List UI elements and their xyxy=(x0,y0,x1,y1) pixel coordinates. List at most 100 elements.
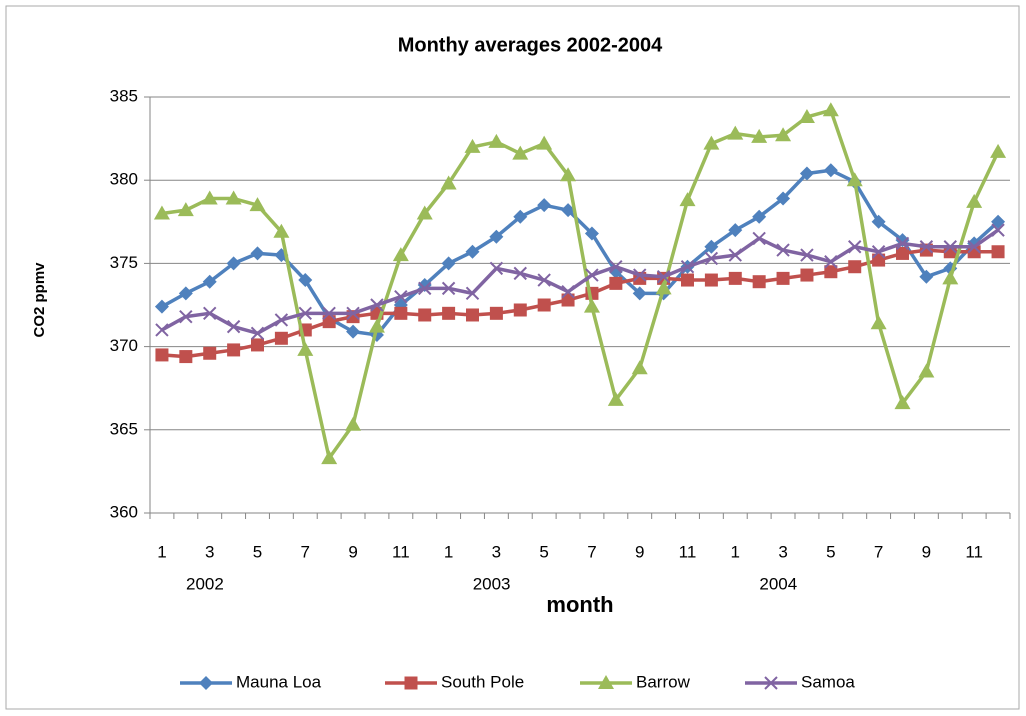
marker xyxy=(607,391,624,406)
x-tick-label: 9 xyxy=(348,542,357,561)
marker xyxy=(537,298,551,312)
y-axis-label: CO2 ppmv xyxy=(31,262,48,338)
marker xyxy=(919,240,934,254)
y-tick-label: 375 xyxy=(110,253,138,272)
marker xyxy=(848,240,862,254)
marker xyxy=(871,214,886,229)
marker xyxy=(227,343,241,357)
marker xyxy=(896,246,909,260)
marker xyxy=(346,324,361,339)
marker xyxy=(764,676,778,690)
marker xyxy=(249,197,266,212)
marker xyxy=(512,145,529,160)
x-tick-label: 9 xyxy=(635,542,644,561)
marker xyxy=(775,127,792,142)
marker xyxy=(489,229,504,244)
x-tick-label: 5 xyxy=(253,542,262,561)
marker xyxy=(442,306,456,320)
marker xyxy=(489,306,503,320)
group-label: 2003 xyxy=(473,574,511,593)
marker xyxy=(394,306,408,320)
marker xyxy=(346,306,360,321)
marker xyxy=(918,363,935,378)
marker xyxy=(752,209,767,224)
marker xyxy=(273,223,290,238)
marker xyxy=(609,276,623,290)
marker xyxy=(394,289,408,304)
marker xyxy=(799,166,814,181)
marker xyxy=(967,240,981,254)
marker xyxy=(584,226,599,241)
marker xyxy=(225,190,242,205)
y-tick-label: 365 xyxy=(110,419,138,438)
x-tick-label: 7 xyxy=(587,542,596,561)
marker xyxy=(800,248,814,262)
y-tick-label: 370 xyxy=(110,336,138,355)
marker xyxy=(298,273,313,288)
marker xyxy=(179,309,193,324)
x-tick-label: 3 xyxy=(778,542,787,561)
marker xyxy=(655,280,672,295)
marker xyxy=(632,286,647,301)
marker xyxy=(560,167,577,182)
marker xyxy=(990,143,1007,158)
marker xyxy=(822,102,839,117)
marker xyxy=(537,198,552,213)
x-tick-label: 7 xyxy=(874,542,883,561)
marker xyxy=(202,274,217,289)
marker xyxy=(418,281,432,296)
marker xyxy=(465,286,480,301)
marker xyxy=(154,299,169,314)
x-tick-label: 11 xyxy=(679,542,697,561)
marker xyxy=(728,248,742,262)
marker xyxy=(871,245,886,259)
marker xyxy=(728,271,742,285)
marker xyxy=(203,346,217,360)
marker xyxy=(585,268,599,282)
marker xyxy=(155,348,169,362)
x-tick-label: 9 xyxy=(922,542,931,561)
marker xyxy=(250,326,265,340)
marker xyxy=(776,243,790,257)
marker xyxy=(681,273,694,287)
marker xyxy=(703,135,720,150)
marker xyxy=(824,265,838,279)
marker xyxy=(178,286,193,301)
chart-title: Monthy averages 2002-2004 xyxy=(398,34,663,56)
marker xyxy=(776,271,790,285)
marker xyxy=(370,298,384,312)
legend-label: South Pole xyxy=(441,672,524,691)
series-line xyxy=(161,168,1000,337)
marker xyxy=(418,308,432,322)
x-tick-label: 11 xyxy=(965,542,983,561)
marker xyxy=(274,331,288,345)
legend-label: Samoa xyxy=(801,672,855,691)
marker xyxy=(561,203,576,218)
marker xyxy=(440,175,457,190)
marker xyxy=(179,350,193,364)
x-tick-label: 1 xyxy=(157,542,166,561)
marker xyxy=(798,108,815,123)
marker xyxy=(609,260,623,274)
marker xyxy=(537,273,551,287)
marker xyxy=(392,247,409,262)
marker xyxy=(824,255,838,269)
y-tick-label: 380 xyxy=(110,170,138,189)
marker xyxy=(966,193,983,208)
x-axis-label: month xyxy=(546,592,613,617)
marker xyxy=(919,269,934,284)
marker xyxy=(201,190,218,205)
marker xyxy=(728,223,743,238)
x-tick-label: 7 xyxy=(301,542,310,561)
marker xyxy=(298,306,312,321)
x-tick-label: 1 xyxy=(444,542,453,561)
group-label: 2002 xyxy=(186,574,224,593)
marker xyxy=(274,313,289,327)
marker xyxy=(704,273,718,287)
marker xyxy=(465,244,480,259)
marker xyxy=(322,315,336,329)
legend-label: Barrow xyxy=(636,672,691,691)
marker xyxy=(251,338,264,352)
marker xyxy=(226,319,241,334)
